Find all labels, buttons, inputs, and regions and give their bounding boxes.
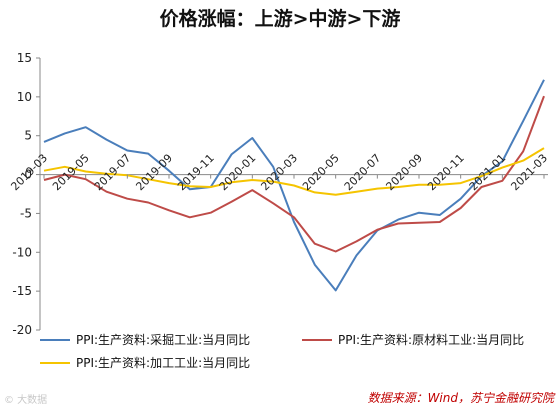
x-tick-label: 2020-03 xyxy=(258,152,300,194)
legend-item-mining: PPI:生产资料:采掘工业:当月同比 xyxy=(40,331,250,348)
series-line-0 xyxy=(43,79,545,292)
y-tick-label: -20 xyxy=(12,323,32,337)
y-tick-label: -10 xyxy=(12,245,32,259)
x-tick-label: 2020-05 xyxy=(300,152,342,194)
source-note: 数据来源：Wind，苏宁金融研究院 xyxy=(367,391,554,405)
series-line-1 xyxy=(43,95,545,253)
x-tick-label: 2020-07 xyxy=(342,152,384,194)
legend-label: PPI:生产资料:加工工业:当月同比 xyxy=(76,356,251,370)
chart-title: 价格涨幅：上游>中游>下游 xyxy=(159,8,401,30)
y-tick-label: 10 xyxy=(17,90,32,104)
y-tick-label: 5 xyxy=(24,129,32,143)
x-tick-label: 2020-11 xyxy=(425,152,467,194)
y-axis-ticks: 15 10 5 0 -5 -10 -15 -20 xyxy=(12,51,40,337)
y-tick-label: -15 xyxy=(12,284,32,298)
legend-swatch xyxy=(302,338,332,341)
x-tick-label: 2021-01 xyxy=(467,152,509,194)
legend-label: PPI:生产资料:原材料工业:当月同比 xyxy=(338,333,525,347)
legend-item-raw-materials: PPI:生产资料:原材料工业:当月同比 xyxy=(302,331,524,348)
y-tick-label: 0 xyxy=(24,168,32,182)
y-tick-label: 15 xyxy=(17,51,32,65)
x-tick-label: 2020-01 xyxy=(217,152,259,194)
watermark: © 大数据 xyxy=(4,395,48,406)
x-tick-label: 2019-03 xyxy=(8,152,50,194)
legend-label: PPI:生产资料:采掘工业:当月同比 xyxy=(76,333,251,347)
y-tick-label: -5 xyxy=(20,206,32,220)
legend-swatch xyxy=(40,338,70,341)
legend-swatch xyxy=(40,361,70,364)
legend-item-processing: PPI:生产资料:加工工业:当月同比 xyxy=(40,354,250,371)
